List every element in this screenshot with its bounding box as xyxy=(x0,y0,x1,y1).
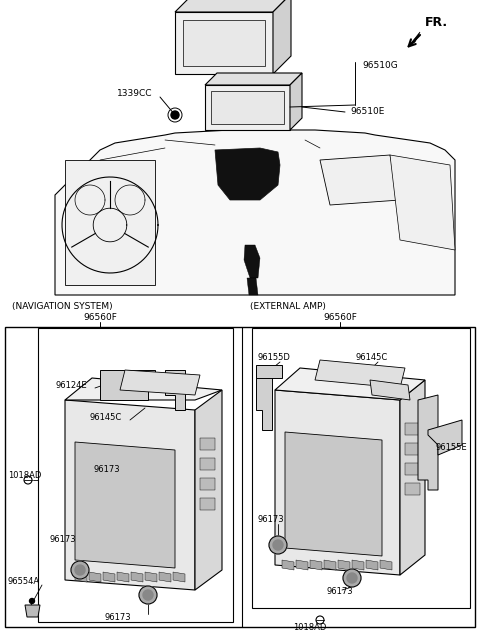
Text: 96510E: 96510E xyxy=(350,107,384,116)
Bar xyxy=(405,443,420,455)
Bar xyxy=(0,0,480,337)
Polygon shape xyxy=(324,560,336,570)
Bar xyxy=(200,478,215,490)
Text: 96145C: 96145C xyxy=(355,353,387,363)
Text: 96554A: 96554A xyxy=(8,578,40,586)
Polygon shape xyxy=(120,370,200,395)
Polygon shape xyxy=(285,432,382,556)
Polygon shape xyxy=(175,12,273,74)
Circle shape xyxy=(343,569,361,587)
Polygon shape xyxy=(195,390,222,590)
Polygon shape xyxy=(103,572,115,582)
Polygon shape xyxy=(275,390,400,575)
Circle shape xyxy=(139,586,157,604)
Polygon shape xyxy=(310,560,322,570)
Text: 96124E: 96124E xyxy=(55,380,86,389)
Text: 96173: 96173 xyxy=(105,614,132,623)
Polygon shape xyxy=(240,150,270,195)
Polygon shape xyxy=(25,605,40,617)
Text: 96173: 96173 xyxy=(93,466,120,475)
Polygon shape xyxy=(65,400,195,590)
Polygon shape xyxy=(205,73,302,85)
Circle shape xyxy=(347,573,357,583)
Text: 1018AD: 1018AD xyxy=(8,471,41,480)
Polygon shape xyxy=(352,560,364,570)
Polygon shape xyxy=(256,365,282,378)
Polygon shape xyxy=(173,572,185,582)
Polygon shape xyxy=(165,370,185,410)
Circle shape xyxy=(269,536,287,554)
Polygon shape xyxy=(145,572,157,582)
Polygon shape xyxy=(320,155,400,205)
Polygon shape xyxy=(338,560,350,570)
Polygon shape xyxy=(247,278,258,295)
Bar xyxy=(200,458,215,470)
Polygon shape xyxy=(215,148,280,200)
Bar xyxy=(200,498,215,510)
Polygon shape xyxy=(315,360,405,388)
Polygon shape xyxy=(366,560,378,570)
Bar xyxy=(252,328,470,608)
Polygon shape xyxy=(256,370,272,430)
Polygon shape xyxy=(273,0,291,74)
Polygon shape xyxy=(100,370,155,400)
Circle shape xyxy=(71,561,89,579)
Polygon shape xyxy=(89,572,101,582)
Text: 96173: 96173 xyxy=(327,588,353,597)
Polygon shape xyxy=(275,368,425,400)
Text: 96173: 96173 xyxy=(258,516,285,525)
Polygon shape xyxy=(65,378,222,400)
Bar xyxy=(405,483,420,495)
Text: 96560F: 96560F xyxy=(83,313,117,322)
Polygon shape xyxy=(117,572,129,582)
Polygon shape xyxy=(75,442,175,568)
Polygon shape xyxy=(175,0,291,12)
Text: FR.: FR. xyxy=(425,16,448,28)
Polygon shape xyxy=(370,380,410,400)
Bar xyxy=(405,463,420,475)
Text: 96510G: 96510G xyxy=(362,61,398,70)
Bar xyxy=(38,328,233,622)
Polygon shape xyxy=(282,560,294,570)
Polygon shape xyxy=(400,380,425,575)
Bar xyxy=(200,438,215,450)
Circle shape xyxy=(29,599,35,604)
Circle shape xyxy=(75,565,85,575)
Text: 1018AD: 1018AD xyxy=(293,624,327,632)
Text: 96560F: 96560F xyxy=(323,313,357,322)
Polygon shape xyxy=(428,420,462,455)
Text: (EXTERNAL AMP): (EXTERNAL AMP) xyxy=(250,302,326,311)
Polygon shape xyxy=(131,572,143,582)
Circle shape xyxy=(171,111,179,119)
Bar xyxy=(5,327,475,627)
Circle shape xyxy=(273,540,283,550)
Polygon shape xyxy=(290,73,302,130)
Polygon shape xyxy=(390,155,455,250)
Polygon shape xyxy=(205,85,290,130)
Polygon shape xyxy=(296,560,308,570)
Bar xyxy=(183,20,265,66)
Text: 96145C: 96145C xyxy=(90,413,122,423)
Polygon shape xyxy=(65,160,155,285)
Text: (NAVIGATION SYSTEM): (NAVIGATION SYSTEM) xyxy=(12,302,113,311)
Text: 96155D: 96155D xyxy=(258,353,291,363)
Polygon shape xyxy=(418,395,438,490)
Text: 96173: 96173 xyxy=(50,535,77,545)
Bar xyxy=(211,91,284,124)
Text: 96155E: 96155E xyxy=(435,444,467,453)
Polygon shape xyxy=(75,572,87,582)
Polygon shape xyxy=(244,245,260,278)
Polygon shape xyxy=(380,560,392,570)
Bar xyxy=(405,423,420,435)
Circle shape xyxy=(143,590,153,600)
Polygon shape xyxy=(159,572,171,582)
Text: 1339CC: 1339CC xyxy=(117,88,153,97)
Polygon shape xyxy=(55,130,455,295)
Polygon shape xyxy=(408,32,420,47)
